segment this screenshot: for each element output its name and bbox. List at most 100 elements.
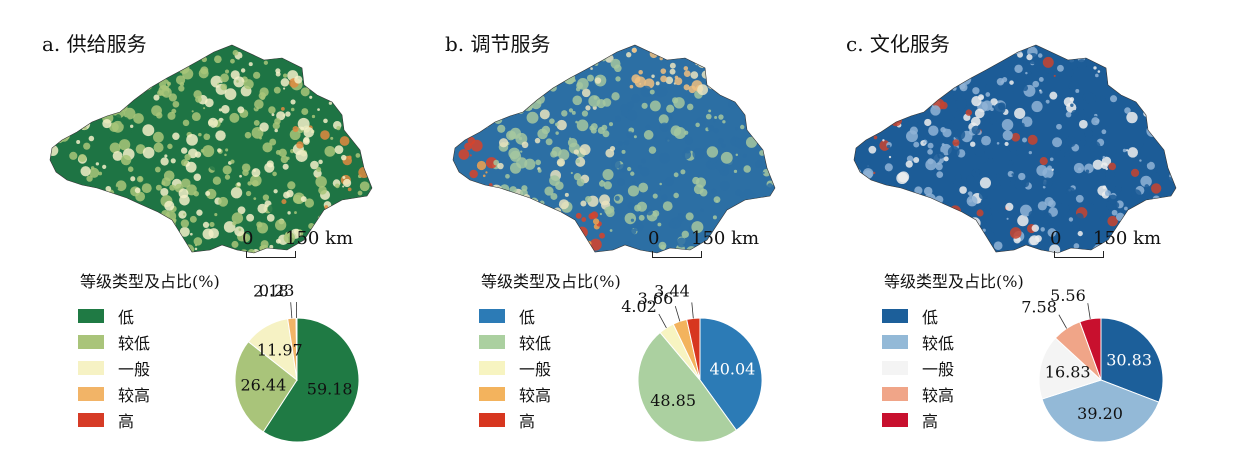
legend-swatch (78, 309, 104, 323)
legend-label: 较高 (519, 386, 552, 405)
legend-swatch (479, 309, 505, 323)
scalebar-value: 150 km (285, 228, 354, 249)
pie-slice (1038, 337, 1102, 400)
legend-item: 较低 (78, 332, 151, 353)
panel-title: a. 供给服务 (42, 32, 147, 56)
legend-label: 高 (118, 412, 135, 431)
pie-slice (234, 340, 298, 433)
legend-swatch (882, 361, 908, 375)
region-map (452, 44, 776, 254)
region-map (853, 44, 1177, 254)
pie-value-label: 26.44 (240, 376, 286, 395)
legend-label: 一般 (118, 360, 151, 379)
legend-item: 一般 (78, 358, 151, 379)
legend-title: 等级类型及占比(%) (481, 272, 621, 291)
scalebar-zero: 0 (648, 228, 660, 249)
legend-swatch (479, 335, 505, 349)
scalebar-line (652, 251, 702, 258)
pie-slice (295, 317, 298, 381)
pie-slice (262, 317, 360, 443)
legend-swatch (882, 335, 908, 349)
legend-item: 高 (479, 410, 536, 431)
legend-item: 较高 (479, 384, 552, 405)
map-outline (853, 44, 1177, 254)
region-map (49, 44, 373, 254)
legend-item: 较高 (78, 384, 151, 405)
legend-swatch (78, 361, 104, 375)
pie-chart: 30.83 39.20 16.83 7.585.56 (1021, 286, 1164, 443)
legend-swatch (882, 387, 908, 401)
pie-slice (1079, 317, 1102, 381)
pie-chart: 59.18 26.44 11.97 2.180.23 (234, 281, 360, 443)
pie-chart: 40.04 48.85 4.023.663.44 (621, 281, 763, 443)
panel-supply-service: a. 供给服务 0 150 km 等级类型及占比(%) 低较低一般较高高 59.… (42, 0, 442, 462)
panel-regulating-service: b. 调节服务 0 150 km 等级类型及占比(%) 低较低一般较高高 40.… (445, 0, 845, 462)
legend-label: 一般 (519, 360, 552, 379)
pie-value-label: 59.18 (307, 380, 353, 399)
legend-label: 较高 (118, 386, 151, 405)
legend-swatch (882, 309, 908, 323)
pie-value-label: 3.66 (638, 289, 674, 308)
legend-title: 等级类型及占比(%) (884, 272, 1024, 291)
panel-title: b. 调节服务 (445, 32, 551, 56)
legend-swatch (479, 361, 505, 375)
pie-value-label: 0.23 (259, 281, 295, 300)
pie-leader-line (1058, 314, 1067, 329)
legend-item: 较低 (882, 332, 955, 353)
legend-label: 较低 (118, 334, 151, 353)
legend-label: 低 (922, 308, 939, 327)
panel-cultural-service: c. 文化服务 0 150 km 等级类型及占比(%) 低较低一般较高高 30.… (846, 0, 1237, 462)
pie-value-label: 39.20 (1077, 404, 1123, 423)
scalebar-value: 150 km (1093, 228, 1162, 249)
scalebar-line (1054, 251, 1104, 258)
legend-swatch (78, 387, 104, 401)
pie-value-label: 11.97 (257, 341, 303, 360)
pie-leader-line (674, 306, 681, 322)
pie-value-label: 48.85 (650, 391, 696, 410)
legend-item: 一般 (479, 358, 552, 379)
legend-label: 低 (118, 308, 135, 327)
legend-swatch (882, 413, 908, 427)
pie-value-label: 40.04 (710, 359, 756, 378)
pie-slice (637, 331, 738, 443)
pie-slice (1100, 317, 1164, 403)
legend-item: 低 (882, 306, 939, 327)
pie-leader-line (658, 313, 667, 329)
legend-label: 较低 (519, 334, 552, 353)
scalebar-line (246, 251, 296, 258)
legend-swatch (479, 387, 505, 401)
legend-label: 较低 (922, 334, 955, 353)
legend-swatch (78, 335, 104, 349)
legend-item: 较低 (479, 332, 552, 353)
legend-swatch (479, 413, 505, 427)
legend-label: 较高 (922, 386, 955, 405)
legend-item: 低 (479, 306, 536, 327)
map-outline (452, 44, 776, 254)
pie-value-label: 30.83 (1106, 351, 1152, 370)
pie-value-label: 16.83 (1045, 363, 1091, 382)
legend-item: 较高 (882, 384, 955, 405)
legend-label: 高 (922, 412, 939, 431)
legend-label: 高 (519, 412, 536, 431)
pie-value-label: 3.44 (654, 281, 690, 300)
legend-label: 一般 (922, 360, 955, 379)
legend-item: 高 (78, 410, 135, 431)
legend-item: 一般 (882, 358, 955, 379)
legend-title: 等级类型及占比(%) (80, 272, 220, 291)
pie-leader-line (691, 302, 694, 319)
scalebar-value: 150 km (691, 228, 760, 249)
panel-title: c. 文化服务 (846, 32, 950, 56)
pie-slice (699, 317, 763, 431)
pie-value-label: 7.58 (1021, 298, 1057, 317)
scalebar-zero: 0 (1050, 228, 1062, 249)
pie-value-label: 2.18 (253, 281, 289, 300)
map-outline (49, 44, 373, 254)
legend-swatch (78, 413, 104, 427)
legend-label: 低 (519, 308, 536, 327)
pie-value-label: 4.02 (621, 297, 657, 316)
pie-value-label: 5.56 (1050, 286, 1086, 305)
scalebar-zero: 0 (242, 228, 254, 249)
pie-leader-line (1087, 303, 1091, 320)
pie-slice (1041, 379, 1160, 443)
legend-item: 低 (78, 306, 135, 327)
